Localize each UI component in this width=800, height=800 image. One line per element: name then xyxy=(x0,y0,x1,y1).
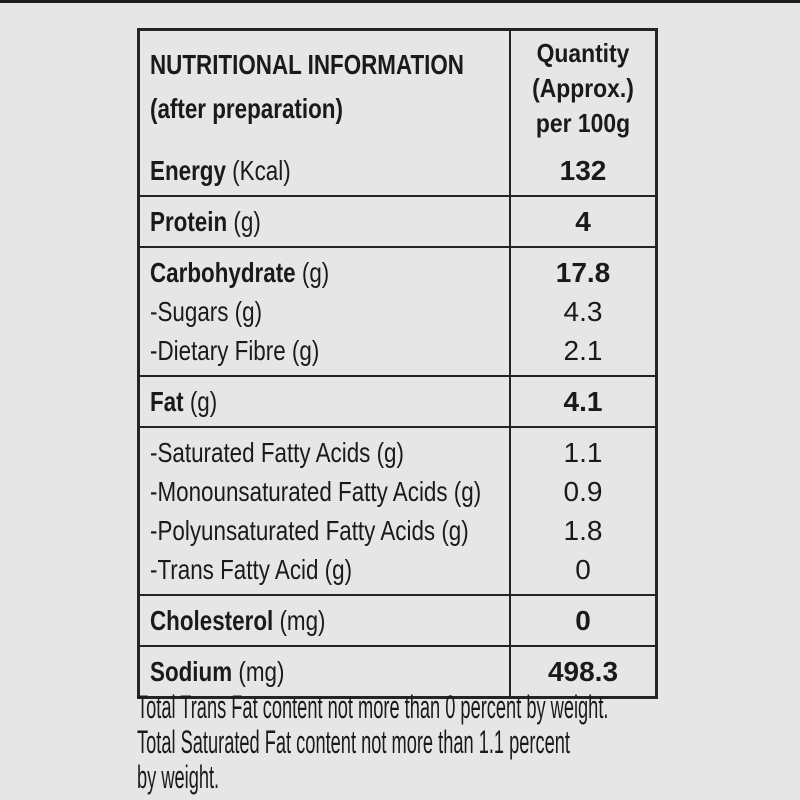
nutrient-value: 2.1 xyxy=(563,335,603,366)
nutrient-label: Sodium (mg) xyxy=(150,656,285,687)
nutrient-label: -Polyunsaturated Fatty Acids (g) xyxy=(150,515,469,546)
table-row: Protein (g) 4 xyxy=(140,195,655,246)
nutrient-value-cell: 4 xyxy=(509,197,655,246)
nutrient-value: 0 xyxy=(575,554,591,585)
footnote-line: by weight. xyxy=(137,759,220,795)
nutrient-label-cell: Cholesterol (mg) xyxy=(140,596,509,645)
nutrient-value-cell: 132 xyxy=(509,146,655,195)
table-body: Energy (Kcal) 132 Protein (g) 4 Carbohydrate… xyxy=(140,146,655,696)
nutrient-label-cell: Carbohydrate (g) -Sugars (g) -Dietary Fibr… xyxy=(140,248,509,375)
nutrition-table: NUTRITIONAL INFORMATION (after preparati… xyxy=(137,28,658,699)
nutrient-value: 1.1 xyxy=(563,437,603,468)
nutrient-value: 17.8 xyxy=(555,257,611,288)
nutrient-label: -Dietary Fibre (g) xyxy=(150,335,320,366)
nutrient-value: 1.8 xyxy=(563,515,603,546)
nutrient-value: 4.1 xyxy=(563,386,603,417)
header-title-cell: NUTRITIONAL INFORMATION (after preparati… xyxy=(140,31,509,146)
table-row: Sodium (mg) 498.3 xyxy=(140,645,655,696)
nutrient-value: 0 xyxy=(575,605,591,636)
footnote-line: Total Trans Fat content not more than 0 … xyxy=(137,689,609,725)
table-row: Energy (Kcal) 132 xyxy=(140,146,655,195)
nutrient-value: 132 xyxy=(559,155,607,186)
nutrient-label: Cholesterol (mg) xyxy=(150,605,326,636)
nutrient-value: 498.3 xyxy=(547,656,619,687)
nutrient-label: Fat (g) xyxy=(150,386,218,417)
table-row: Cholesterol (mg) 0 xyxy=(140,594,655,645)
footnote-line: Total Saturated Fat content not more tha… xyxy=(137,724,570,760)
nutrient-value-cell: 17.8 4.3 2.1 xyxy=(509,248,655,375)
footnotes: Total Trans Fat content not more than 0 … xyxy=(137,690,797,795)
nutrient-label-cell: Sodium (mg) xyxy=(140,647,509,696)
table-row: -Saturated Fatty Acids (g) -Monounsaturat… xyxy=(140,426,655,594)
nutrient-value: 0.9 xyxy=(563,476,603,507)
nutrient-label-cell: Energy (Kcal) xyxy=(140,146,509,195)
table-row: Fat (g) 4.1 xyxy=(140,375,655,426)
nutrient-label: -Saturated Fatty Acids (g) xyxy=(150,437,404,468)
nutrient-label: -Sugars (g) xyxy=(150,296,263,327)
top-edge-strip xyxy=(0,0,800,3)
table-row: Carbohydrate (g) -Sugars (g) -Dietary Fibr… xyxy=(140,246,655,375)
nutrient-label: -Trans Fatty Acid (g) xyxy=(150,554,353,585)
nutrient-label-cell: Protein (g) xyxy=(140,197,509,246)
nutrient-label-cell: -Saturated Fatty Acids (g) -Monounsaturat… xyxy=(140,428,509,594)
nutrient-label-cell: Fat (g) xyxy=(140,377,509,426)
nutrient-value-cell: 0 xyxy=(509,596,655,645)
header-title-line2: (after preparation) xyxy=(150,93,343,124)
nutrient-label: -Monounsaturated Fatty Acids (g) xyxy=(150,476,482,507)
header-qty-line1: Quantity xyxy=(536,38,630,68)
nutrient-label: Protein (g) xyxy=(150,206,261,237)
table-header-row: NUTRITIONAL INFORMATION (after preparati… xyxy=(140,31,655,146)
header-qty-line2: (Approx.) xyxy=(532,73,634,103)
nutrient-label: Energy (Kcal) xyxy=(150,155,291,186)
nutrient-value-cell: 4.1 xyxy=(509,377,655,426)
nutrient-label: Carbohydrate (g) xyxy=(150,257,330,288)
nutrient-value-cell: 1.1 0.9 1.8 0 xyxy=(509,428,655,594)
nutrient-value-cell: 498.3 xyxy=(509,647,655,696)
header-qty-line3: per 100g xyxy=(535,108,631,138)
header-title-line1: NUTRITIONAL INFORMATION xyxy=(150,49,464,80)
nutrient-value: 4.3 xyxy=(563,296,603,327)
nutrient-value: 4 xyxy=(575,206,591,237)
header-quantity-cell: Quantity (Approx.) per 100g xyxy=(509,31,655,146)
